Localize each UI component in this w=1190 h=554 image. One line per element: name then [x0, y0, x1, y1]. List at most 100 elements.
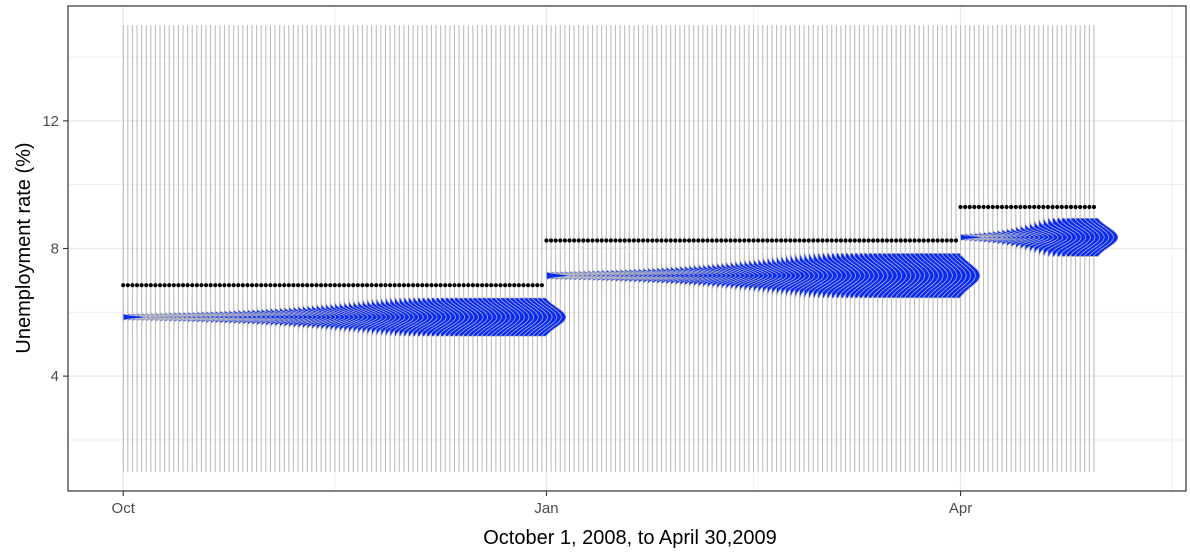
reported-rate-point: [125, 283, 130, 288]
x-axis-ticks: Oct Jan Apr: [112, 491, 972, 517]
reported-rate-point: [438, 283, 443, 288]
reported-rate-point: [562, 238, 567, 243]
y-axis-ticks: 4 8 12: [42, 113, 68, 385]
reported-rate-point: [489, 283, 494, 288]
reported-rate-point: [318, 283, 324, 288]
reported-rate-point: [894, 238, 899, 243]
forecast-density-ridge: [546, 252, 571, 299]
reported-rate-point: [1091, 204, 1097, 210]
reported-rate-point: [806, 238, 811, 243]
reported-rate-point: [981, 204, 986, 210]
reported-rate-point: [834, 238, 839, 243]
forecast-densities: [122, 217, 1119, 338]
reported-rate-point: [420, 283, 425, 288]
reported-rate-point: [852, 238, 857, 243]
reported-rate-point: [645, 238, 650, 243]
reported-rate-point: [249, 283, 255, 288]
reported-rate-point: [360, 283, 365, 288]
reported-rate-point: [309, 283, 314, 288]
reported-rate-point: [185, 283, 190, 288]
x-axis-title: October 1, 2008, to April 30,2009: [483, 527, 777, 549]
reported-rate-point: [742, 238, 747, 243]
reported-rate-point: [236, 283, 241, 288]
reported-rate-point: [944, 238, 949, 243]
reported-rate-point: [341, 283, 347, 288]
x-tick-label: Jan: [534, 500, 558, 517]
reported-rate-point: [604, 238, 609, 243]
reported-rate-point: [203, 283, 209, 288]
reported-rate-point: [746, 238, 752, 243]
reported-rate-point: [792, 238, 798, 243]
reported-rate-point: [502, 283, 508, 288]
reported-rate-point: [760, 238, 765, 243]
reported-rate-point: [668, 238, 673, 243]
y-tick-label: 8: [51, 241, 59, 258]
reported-rate-point: [525, 283, 531, 288]
reported-rate-point: [650, 238, 655, 243]
reported-rate-point: [190, 283, 195, 288]
reported-rate-point: [935, 238, 940, 243]
reported-rate-point: [700, 238, 706, 243]
reported-rate-point: [493, 283, 498, 288]
reported-rate-point: [295, 283, 301, 288]
reported-rate-point: [1082, 204, 1087, 210]
reported-rate-point: [898, 238, 903, 243]
reported-rate-point: [176, 283, 181, 288]
reported-rate-point: [314, 283, 319, 288]
reported-rate-point: [765, 238, 770, 243]
reported-rate-point: [848, 238, 853, 243]
reported-rate-point: [245, 283, 250, 288]
reported-rate-point: [838, 238, 844, 243]
reported-rate-point: [917, 238, 922, 243]
reported-rate-point: [378, 283, 383, 288]
reported-rate-point: [351, 283, 356, 288]
reported-rate-point: [571, 238, 577, 243]
reported-rate-point: [728, 238, 733, 243]
reported-rate-point: [710, 238, 715, 243]
reported-rate-point: [162, 283, 167, 288]
reported-rate-point: [369, 283, 374, 288]
reported-rate-point: [231, 283, 236, 288]
reported-rate-point: [387, 283, 393, 288]
reported-rate-point: [208, 283, 213, 288]
reported-rate-point: [461, 283, 466, 288]
reported-rate-point: [558, 238, 563, 243]
reported-rate-point: [907, 238, 913, 243]
reported-rate-point: [1059, 204, 1064, 210]
reported-rate-point: [903, 238, 908, 243]
reported-rate-point: [507, 283, 512, 288]
reported-rate-point: [963, 204, 968, 210]
reported-rate-point: [139, 283, 144, 288]
reported-rate-point: [364, 283, 370, 288]
reported-rate-point: [999, 204, 1005, 210]
reported-rate-point: [521, 283, 526, 288]
x-tick-label: Oct: [112, 500, 136, 517]
reported-rate-point: [940, 238, 945, 243]
reported-rate-point: [751, 238, 756, 243]
reported-rate-point: [1022, 204, 1028, 210]
reported-rate-points: [121, 204, 1097, 288]
reported-rate-point: [1064, 204, 1069, 210]
reported-rate-point: [272, 283, 278, 288]
reported-rate-point: [180, 283, 186, 288]
reported-rate-point: [383, 283, 388, 288]
reported-rate-point: [912, 238, 917, 243]
reported-rate-point: [590, 238, 595, 243]
reported-rate-point: [1032, 204, 1037, 210]
reported-rate-point: [889, 238, 894, 243]
reported-rate-point: [613, 238, 618, 243]
y-tick-label: 4: [51, 368, 59, 385]
reported-rate-point: [779, 238, 784, 243]
reported-rate-point: [617, 238, 623, 243]
reported-rate-point: [567, 238, 572, 243]
reported-rate-point: [581, 238, 586, 243]
reported-rate-point: [714, 238, 719, 243]
reported-rate-point: [1045, 204, 1051, 210]
reported-rate-point: [769, 238, 775, 243]
reported-rate-point: [475, 283, 480, 288]
reported-rate-point: [677, 238, 683, 243]
reported-rate-point: [300, 283, 305, 288]
reported-rate-point: [1018, 204, 1023, 210]
reported-rate-point: [594, 238, 600, 243]
